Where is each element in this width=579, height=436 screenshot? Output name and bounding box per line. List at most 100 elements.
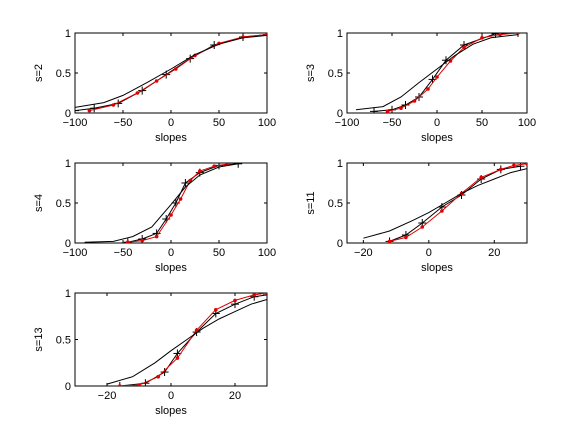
dot-marker <box>178 197 183 201</box>
x-tick-label: 50 <box>213 117 225 129</box>
x-axis-label: slopes <box>155 132 187 144</box>
dot-marker <box>399 106 403 110</box>
axes-frame <box>74 162 268 244</box>
dot-marker <box>198 169 202 173</box>
dot-marker <box>126 240 130 243</box>
dot-marker <box>140 238 144 243</box>
dot-marker <box>426 87 430 91</box>
series-line-3 <box>363 168 527 239</box>
y-tick-label: 0 <box>65 108 71 120</box>
y-tick-label: 1 <box>337 28 343 40</box>
y-tick-label: 0.5 <box>328 68 343 80</box>
dot-marker <box>480 36 484 40</box>
dot-marker <box>252 293 256 297</box>
x-tick-label: 0 <box>168 117 174 129</box>
x-tick-label: −20 <box>354 247 373 259</box>
x-tick-label: −100 <box>335 117 360 129</box>
plot-area <box>363 163 527 243</box>
y-tick-label: 0 <box>65 381 71 393</box>
x-tick-label: 50 <box>476 117 488 129</box>
x-tick-label: 0 <box>168 247 174 259</box>
dot-marker <box>499 167 503 172</box>
plot-area <box>75 33 267 113</box>
dot-marker <box>169 213 173 217</box>
plus-marker <box>516 163 525 171</box>
plus-marker <box>160 368 169 377</box>
dot-marker <box>435 75 439 79</box>
plot-area <box>355 33 522 113</box>
dot-marker <box>387 239 392 243</box>
dot-marker <box>498 33 502 37</box>
dot-marker <box>135 91 140 95</box>
subplot-3: −100 −50 0 50 100 0 0.5 1 slopes s=4 <box>33 158 276 274</box>
x-tick-label: 0 <box>434 117 440 129</box>
series-line-3 <box>84 163 239 243</box>
dot-marker <box>156 374 160 379</box>
y-tick-label: 0 <box>337 238 343 250</box>
y-tick-label: 0 <box>65 238 71 250</box>
axes-frame <box>74 32 268 114</box>
plus-marker <box>263 293 267 299</box>
plus-marker <box>138 86 147 95</box>
x-axis-label: slopes <box>155 405 187 417</box>
series-line-3 <box>106 299 267 385</box>
dot-marker <box>194 328 199 333</box>
x-tick-label: −50 <box>114 117 133 129</box>
x-tick-label: −20 <box>98 390 117 402</box>
dot-marker <box>412 99 417 103</box>
x-tick-label: 20 <box>488 247 500 259</box>
x-axis-label: slopes <box>421 262 453 274</box>
y-tick-label: 0 <box>337 108 343 120</box>
x-tick-label: 100 <box>258 247 276 259</box>
series-line-3 <box>355 34 519 111</box>
x-tick-label: −100 <box>63 247 88 259</box>
dot-marker <box>512 163 516 168</box>
dot-marker <box>137 383 141 386</box>
series-line-2 <box>389 163 527 242</box>
y-axis-label: s=4 <box>33 194 45 212</box>
plus-marker <box>181 179 190 187</box>
dot-marker <box>87 108 92 113</box>
series-line-2 <box>127 163 229 243</box>
dot-marker <box>214 307 218 312</box>
dot-marker <box>154 234 159 239</box>
x-tick-label: 0 <box>168 390 174 402</box>
plus-marker <box>115 382 124 386</box>
x-tick-label: −50 <box>383 117 402 129</box>
plus-marker <box>90 104 99 113</box>
y-tick-label: 0.5 <box>56 335 71 347</box>
x-tick-label: 100 <box>518 117 536 129</box>
dot-marker <box>385 109 390 113</box>
x-tick-label: 0 <box>426 247 432 259</box>
plot-area <box>84 163 243 243</box>
series-line-1 <box>389 165 521 242</box>
dot-marker <box>525 163 527 166</box>
y-tick-label: 1 <box>65 28 71 40</box>
x-tick-label: 20 <box>229 390 241 402</box>
axes-frame <box>74 292 268 387</box>
y-tick-label: 1 <box>65 158 71 170</box>
y-axis-label: s=13 <box>33 327 45 351</box>
subplot-4: −20 0 20 0 0.5 1 slopes s=11 <box>305 158 528 274</box>
x-axis-label: slopes <box>421 132 453 144</box>
subplot-2: −100 −50 0 50 100 0 0.5 1 slopes s=3 <box>305 28 536 144</box>
plus-marker <box>370 107 378 113</box>
series-line-2 <box>387 33 519 112</box>
plus-marker <box>114 99 123 108</box>
dot-marker <box>154 79 159 83</box>
dot-marker <box>111 103 116 107</box>
x-tick-label: −100 <box>63 117 88 129</box>
x-tick-label: 50 <box>213 247 225 259</box>
y-tick-label: 0.5 <box>328 198 343 210</box>
plus-marker <box>75 106 79 113</box>
plot-area <box>106 293 267 386</box>
dot-marker <box>174 67 178 71</box>
dot-marker <box>175 356 180 360</box>
subplot-1: −100 −50 0 50 100 0 0.5 1 slopes s=2 <box>33 28 276 144</box>
series-line-2 <box>89 34 267 112</box>
x-tick-label: 100 <box>258 117 276 129</box>
axes-frame <box>346 162 528 244</box>
dot-marker <box>265 293 267 295</box>
y-axis-label: s=11 <box>305 191 317 214</box>
dot-marker <box>233 298 237 303</box>
